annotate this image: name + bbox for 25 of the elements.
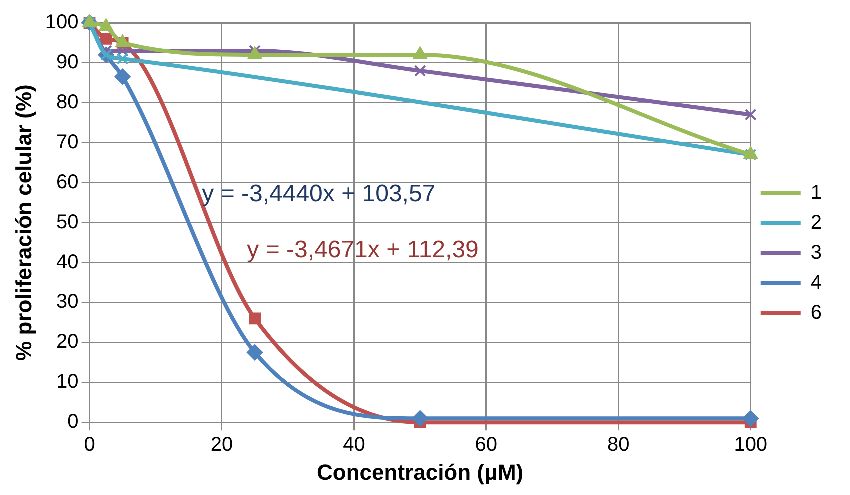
x-tick-label: 40: [343, 434, 366, 456]
annotation: y = -3,4440x + 103,57: [202, 180, 436, 208]
legend-label: 1: [810, 182, 822, 204]
y-axis-title: % proliferación celular (%): [11, 84, 36, 361]
x-tick-label: 0: [84, 434, 96, 456]
x-tick-label: 80: [608, 434, 630, 456]
y-tick-label: 30: [56, 291, 79, 314]
y-tick-label: 20: [56, 331, 79, 354]
legend-label: 4: [810, 272, 822, 294]
y-tick-label: 60: [56, 171, 79, 194]
y-tick-label: 100: [45, 12, 79, 34]
y-tick-label: 0: [68, 411, 79, 434]
x-tick-label: 20: [210, 434, 234, 456]
legend-label: 3: [810, 242, 822, 264]
y-tick-label: 50: [56, 211, 79, 234]
legend-label: 2: [810, 212, 822, 234]
y-tick-label: 80: [56, 91, 79, 114]
x-tick-label: 60: [475, 434, 498, 456]
legend-label: 6: [810, 302, 822, 324]
x-axis-title: Concentración (μM): [317, 460, 524, 485]
y-tick-label: 90: [56, 51, 79, 74]
y-tick-label: 10: [56, 371, 79, 394]
x-tick-label: 100: [734, 434, 768, 456]
y-tick-label: 40: [56, 251, 79, 274]
y-tick-label: 70: [56, 131, 79, 154]
